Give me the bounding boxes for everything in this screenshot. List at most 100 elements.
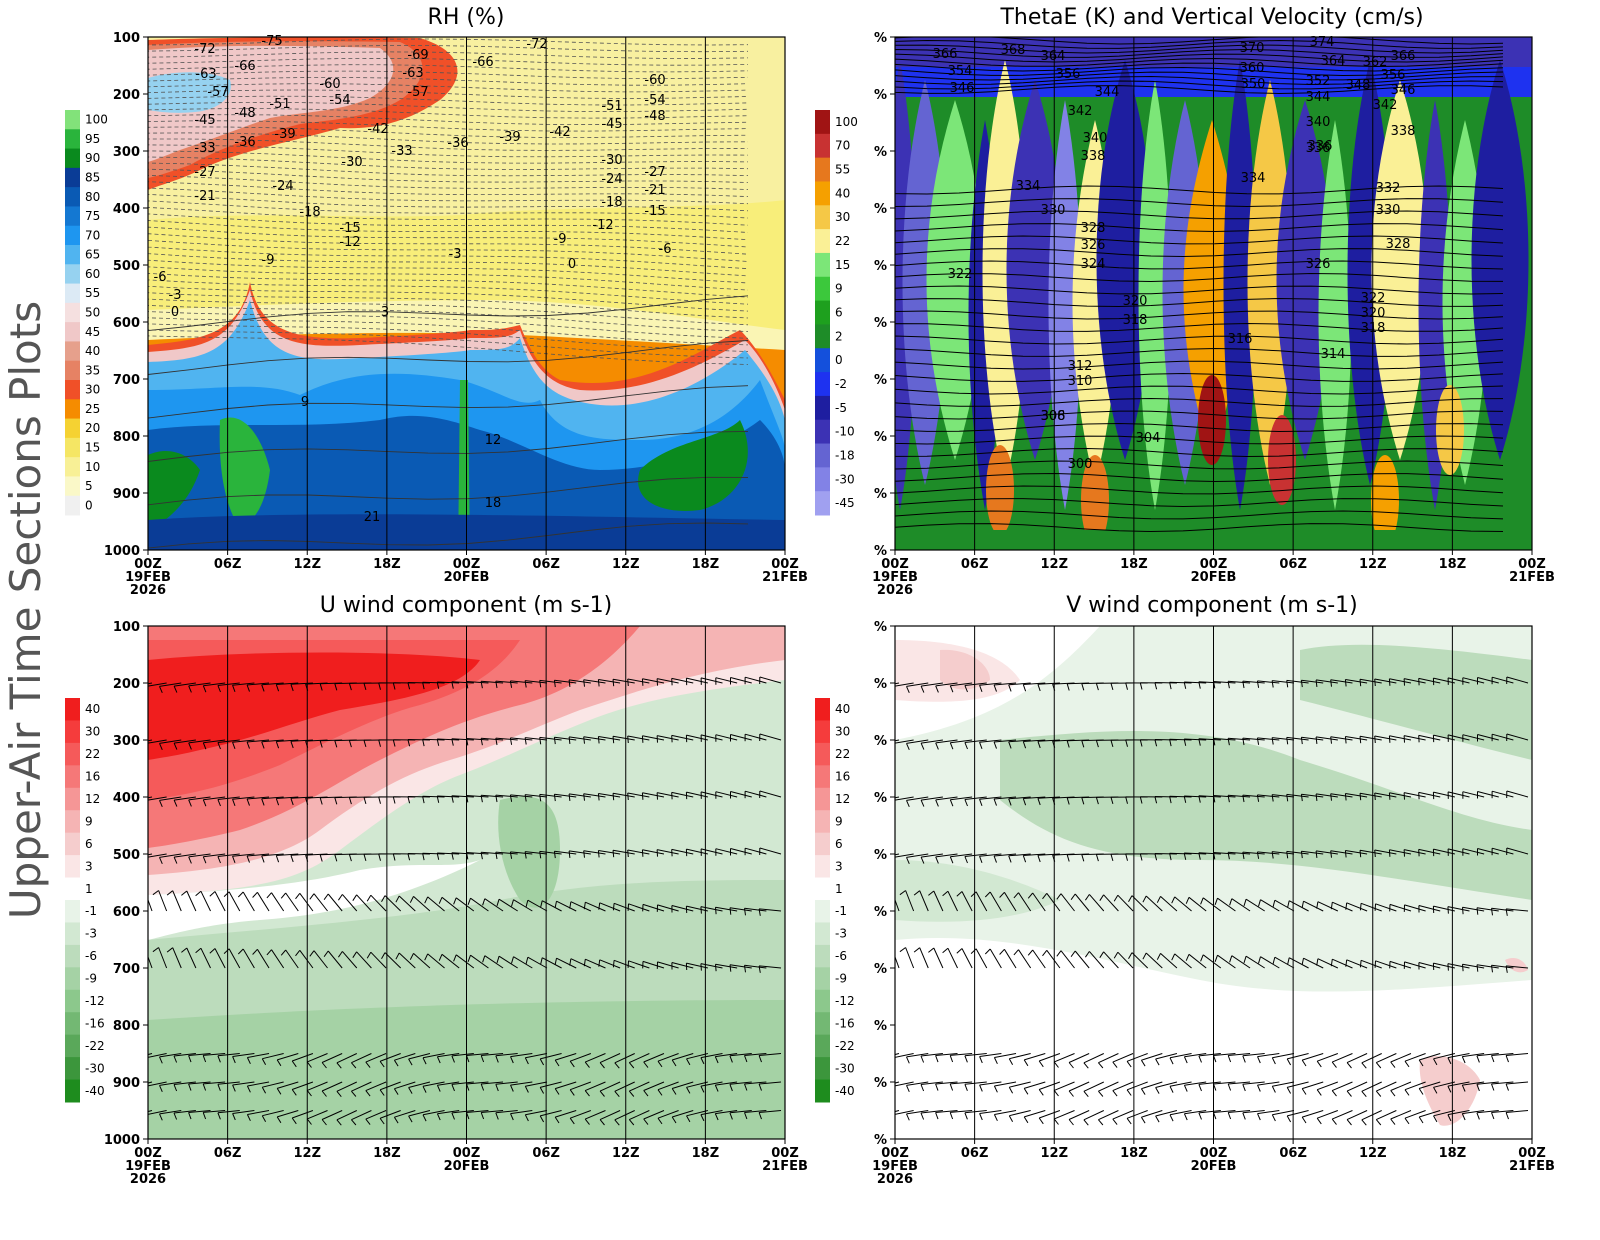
wind-barb-flag [628, 679, 629, 686]
wind-barb [423, 1139, 445, 1143]
contour-label: -36 [447, 136, 468, 151]
wind-barb-flag [1069, 1148, 1073, 1154]
wind-barb-flag [687, 1144, 690, 1150]
wind-barb-flag [642, 850, 643, 857]
wind-barb-flag [145, 858, 148, 864]
colorbar-swatch [815, 444, 830, 468]
y-tick-label: % [874, 145, 887, 160]
wind-barb-flag [247, 1143, 250, 1149]
wind-barb-flag [1375, 850, 1376, 857]
contour-label: -42 [367, 122, 388, 137]
colorbar-label: -3 [835, 927, 847, 941]
colorbar-swatch [65, 855, 80, 878]
wind-barb [1141, 1139, 1162, 1146]
colorbar-swatch [815, 324, 830, 348]
wind-barb-flag [351, 1148, 356, 1153]
colorbar-swatch [65, 264, 80, 284]
colorbar-swatch [65, 129, 80, 149]
contour-label: -33 [391, 144, 412, 159]
contour-label: 356 [1056, 67, 1081, 82]
wind-barb-flag [745, 1141, 747, 1148]
contour-label: 334 [1016, 179, 1041, 194]
contour-label: 310 [1068, 374, 1093, 389]
wind-barb-flag [1113, 1148, 1117, 1154]
contour-label: 0 [171, 305, 179, 320]
wind-barb-flag [921, 1142, 924, 1149]
wind-barb-flag [131, 1059, 135, 1065]
contour-label: 336 [1306, 141, 1331, 156]
colorbar-swatch [815, 967, 830, 990]
x-tick-label: 12Z [293, 1146, 321, 1161]
contour-label: 334 [1241, 171, 1266, 186]
wind-barb-flag [613, 850, 614, 857]
colorbar-swatch [815, 158, 830, 182]
rh-title: RH (%) [428, 5, 505, 30]
wind-barb-flag [1419, 1146, 1423, 1152]
colorbar-swatch [815, 1080, 830, 1103]
colorbar-label: 22 [835, 234, 850, 248]
contour-label: 360 [1240, 61, 1265, 76]
contour-label: -6 [659, 242, 672, 257]
uwind-panel: U wind component (m s-1) 100200300400500… [65, 593, 808, 1187]
y-tick-label: 200 [113, 677, 140, 692]
contour-label: 344 [1306, 90, 1331, 105]
vv-max-cell [1198, 375, 1226, 465]
colorbar-label: 45 [85, 325, 100, 339]
x-tick-label: 18Z [373, 1146, 401, 1161]
colorbar-label: -16 [85, 1016, 105, 1030]
y-tick-label: % [874, 734, 887, 749]
wind-barb [1024, 1139, 1045, 1145]
colorbar-label: -5 [835, 401, 847, 415]
x-tick-label: 18Z [373, 557, 401, 572]
wind-barb-flag [1448, 907, 1449, 914]
x-tick-label: 18Z [1439, 557, 1467, 572]
wind-barb [1448, 1139, 1470, 1143]
colorbar-swatch [65, 457, 80, 477]
contour-label: 366 [933, 47, 958, 62]
colorbar-swatch [815, 1035, 830, 1058]
y-tick-label: % [874, 487, 887, 502]
wind-barb-flag [892, 687, 895, 693]
contour-label: -45 [194, 113, 215, 128]
colorbar-swatch [815, 945, 830, 968]
contour-label: -42 [549, 125, 570, 140]
contour-label: 322 [1361, 291, 1386, 306]
colorbar-swatch [65, 810, 80, 833]
colorbar-swatch [815, 855, 830, 878]
colorbar-swatch [815, 467, 830, 491]
wind-barb-flag [613, 960, 614, 967]
colorbar-label: 9 [835, 814, 843, 828]
colorbar-label: 3 [835, 859, 843, 873]
wind-barb [658, 1139, 679, 1147]
contour-label: -18 [601, 195, 622, 210]
wind-barb-flag [672, 1146, 676, 1152]
contour-label: 366 [1391, 49, 1416, 64]
vv-max-cell [986, 445, 1014, 535]
colorbar-swatch [815, 205, 830, 229]
wind-barb-flag [1009, 1144, 1012, 1150]
wind-barb [1084, 1139, 1104, 1148]
x-tick-label: 06Z [1279, 557, 1307, 572]
rh-panel: RH (%) -75-7 [65, 5, 808, 598]
y-tick-label: % [874, 905, 887, 920]
colorbar-label: -30 [85, 1061, 105, 1075]
y-tick-label: 600 [113, 316, 140, 331]
wind-barb-flag [701, 964, 702, 971]
colorbar-label: 22 [835, 747, 850, 761]
wind-barb-flag [437, 1142, 440, 1148]
colorbar-label: 40 [835, 186, 850, 200]
wind-barb-flag [628, 793, 629, 800]
colorbar-swatch [65, 743, 80, 766]
y-tick-label: 100 [113, 31, 140, 46]
colorbar-swatch [815, 900, 830, 923]
x-date-label: 20FEB [1191, 1159, 1237, 1174]
wind-barb-flag [892, 858, 895, 864]
contour-label: 342 [1373, 98, 1398, 113]
colorbar-label: 6 [835, 837, 843, 851]
colorbar-swatch [65, 765, 80, 788]
wind-barb [585, 1139, 605, 1148]
wind-barb-flag [1184, 1142, 1187, 1148]
